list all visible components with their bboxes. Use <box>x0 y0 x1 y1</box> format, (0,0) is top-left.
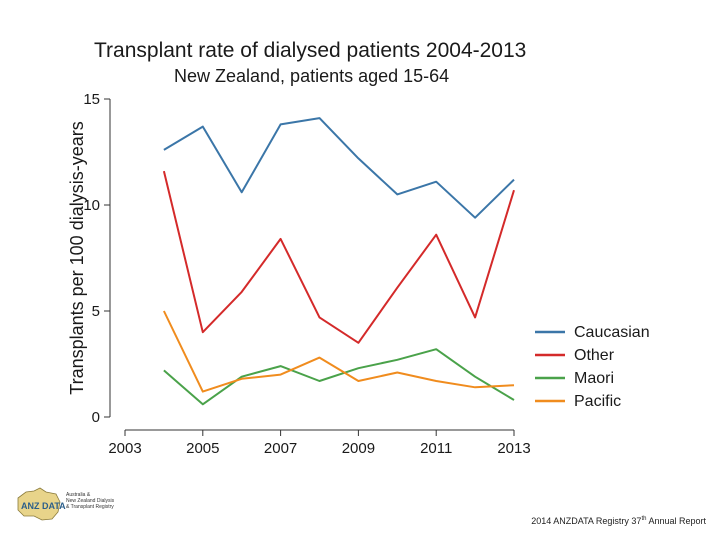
footer-prefix: 2014 ANZDATA Registry 37 <box>531 516 642 526</box>
y-tick-label: 10 <box>83 197 100 214</box>
series-group <box>162 117 515 406</box>
logo-line-2: New Zealand Dialysis <box>66 498 115 504</box>
y-axis-label: Transplants per 100 dialysis-years <box>67 121 87 394</box>
x-tick-label: 2009 <box>342 440 375 457</box>
australia-map-icon <box>17 487 61 521</box>
x-tick-label: 2013 <box>497 440 530 457</box>
series-line-pacific <box>162 310 515 393</box>
line-chart: Transplant rate of dialysed patients 200… <box>67 39 650 457</box>
x-tick-label: 2011 <box>420 440 452 457</box>
y-tick-label: 5 <box>92 303 100 320</box>
legend-label-pacific: Pacific <box>574 393 621 410</box>
x-tick-label: 2003 <box>108 440 141 457</box>
footer-text: 2014 ANZDATA Registry 37th Annual Report <box>531 516 706 526</box>
footer-superscript: th <box>641 516 647 522</box>
chart-title: Transplant rate of dialysed patients 200… <box>94 39 526 62</box>
x-tick-label: 2007 <box>264 440 297 457</box>
y-tick-label: 15 <box>83 91 100 108</box>
axes: 0 5 10 15 2003 2005 2007 2009 2011 2013 <box>83 91 530 457</box>
legend-label-maori: Maori <box>574 370 614 387</box>
legend-label-caucasian: Caucasian <box>574 324 650 341</box>
anzdata-logo: ANZ DATA Australia & New Zealand Dialysi… <box>17 487 115 521</box>
legend-label-other: Other <box>574 347 615 364</box>
chart-subtitle: New Zealand, patients aged 15-64 <box>174 66 449 86</box>
series-line-caucasian <box>163 117 515 219</box>
x-tick-label: 2005 <box>186 440 219 457</box>
y-tick-label: 0 <box>92 409 100 426</box>
footer-suffix: Annual Report <box>646 516 706 526</box>
series-line-maori <box>163 348 515 406</box>
logo-line-3: & Transplant Registry <box>66 504 114 510</box>
logo-mark: ANZ DATA <box>21 501 66 511</box>
legend: Caucasian Other Maori Pacific <box>535 324 650 410</box>
logo-line-1: Australia & <box>66 492 91 498</box>
series-line-other <box>162 170 515 344</box>
